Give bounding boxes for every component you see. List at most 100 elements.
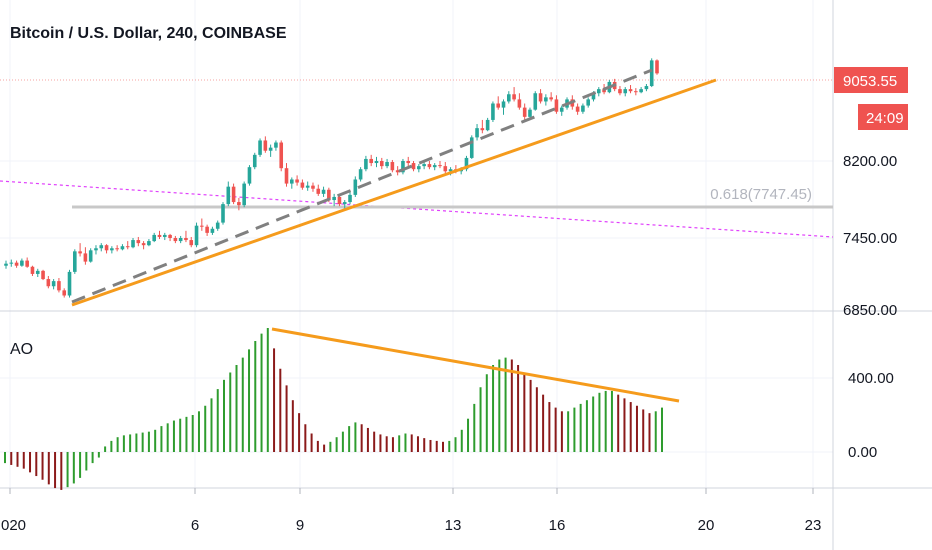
candle-body [178,238,183,242]
pink-dotted-line[interactable] [0,180,834,238]
candle-body [279,142,284,169]
candle-body [274,142,278,148]
candle-body [480,128,485,131]
candle-body [342,202,347,205]
candle-body [162,234,167,237]
candle-body [512,94,516,100]
candle-body [78,251,82,254]
candle-body [110,248,114,251]
candle-body [528,109,532,117]
candle-body [432,165,437,168]
candle-body [194,225,199,246]
candle-body [258,140,262,155]
candle-body [115,248,119,250]
candle-body [417,166,421,170]
price-axis[interactable]: 8200.00 7450.00 6850.00 400.00 0.00 [843,153,897,461]
candle-body [120,246,125,250]
candle-body [284,168,289,184]
candle-body [464,157,469,170]
candle-body [332,196,336,201]
candle-body [83,253,88,262]
candle-body [210,228,215,233]
candle-body [348,194,352,203]
candle-body [549,97,553,100]
candle-body [538,93,543,102]
ao-trendline[interactable] [271,327,680,403]
candle-body [136,240,141,244]
candle-body [618,89,622,94]
candle-body [390,162,395,171]
candle-body [231,186,236,203]
candle-body [634,91,638,93]
candle-body [268,147,273,151]
candle-body [443,166,448,172]
candle-body [385,162,389,167]
candle-body [131,240,135,248]
candle-body [364,158,368,170]
dashed-trendline[interactable] [71,68,653,304]
candle-body [215,222,220,229]
time-tick-label: 23 [805,517,822,534]
candle-body [321,189,326,194]
ao-tick-400: 400.00 [848,370,894,387]
candle-body [189,240,194,246]
candle-body [4,263,8,266]
time-tick-label: 13 [445,517,462,534]
candle-body [99,245,104,249]
candle-body [290,179,294,184]
candle-body [184,238,188,241]
candle-body [67,271,72,296]
candle-body [168,234,172,238]
candle-body [152,234,156,242]
candle-body [73,251,77,272]
candle-body [644,86,649,90]
candle-body [205,226,209,233]
candle-body [485,119,490,131]
candle-body [406,161,411,164]
price-tick-6850: 6850.00 [843,302,897,319]
candle-body [305,185,310,188]
candle-body [395,170,400,173]
candle-body [475,128,479,138]
candle-body [496,103,501,108]
price-grid [0,160,833,453]
fib-label: 0.618(7747.45) [710,186,812,203]
candle-body [9,262,14,264]
time-tick-label: 020 [1,517,26,534]
candle-body [559,107,564,112]
candle-body [533,93,538,110]
candle-body [575,106,580,112]
candle-body [226,186,231,205]
candle-body [337,196,342,205]
candle-body [125,246,130,248]
time-axis[interactable]: 020 6 9 13 16 20 23 [1,488,821,534]
time-tick-label: 9 [296,517,304,534]
candle-body [507,94,511,102]
candle-body [491,103,495,120]
candle-body [300,182,305,188]
candle-body [581,105,585,112]
candle-body [639,89,643,93]
support-trendline[interactable] [71,78,717,307]
candle-body [104,245,109,251]
candle-body [157,234,162,237]
ao-tick-0: 0.00 [848,444,877,461]
candle-body [374,161,379,164]
candle-body [469,137,474,158]
candle-body [401,161,405,173]
candle-body [591,93,596,100]
candle-body [623,89,628,94]
candle-body [628,89,633,92]
candle-body [20,260,24,266]
candle-body [252,154,257,168]
last-price-value: 9053.55 [843,73,897,90]
price-tick-8200: 8200.00 [843,153,897,170]
candle-body [173,238,178,242]
candle-body [517,99,522,108]
candle-body [35,270,40,274]
candle-body [147,241,151,246]
candle-body [649,60,654,87]
candle-body [46,279,51,287]
candle-body [14,262,19,266]
